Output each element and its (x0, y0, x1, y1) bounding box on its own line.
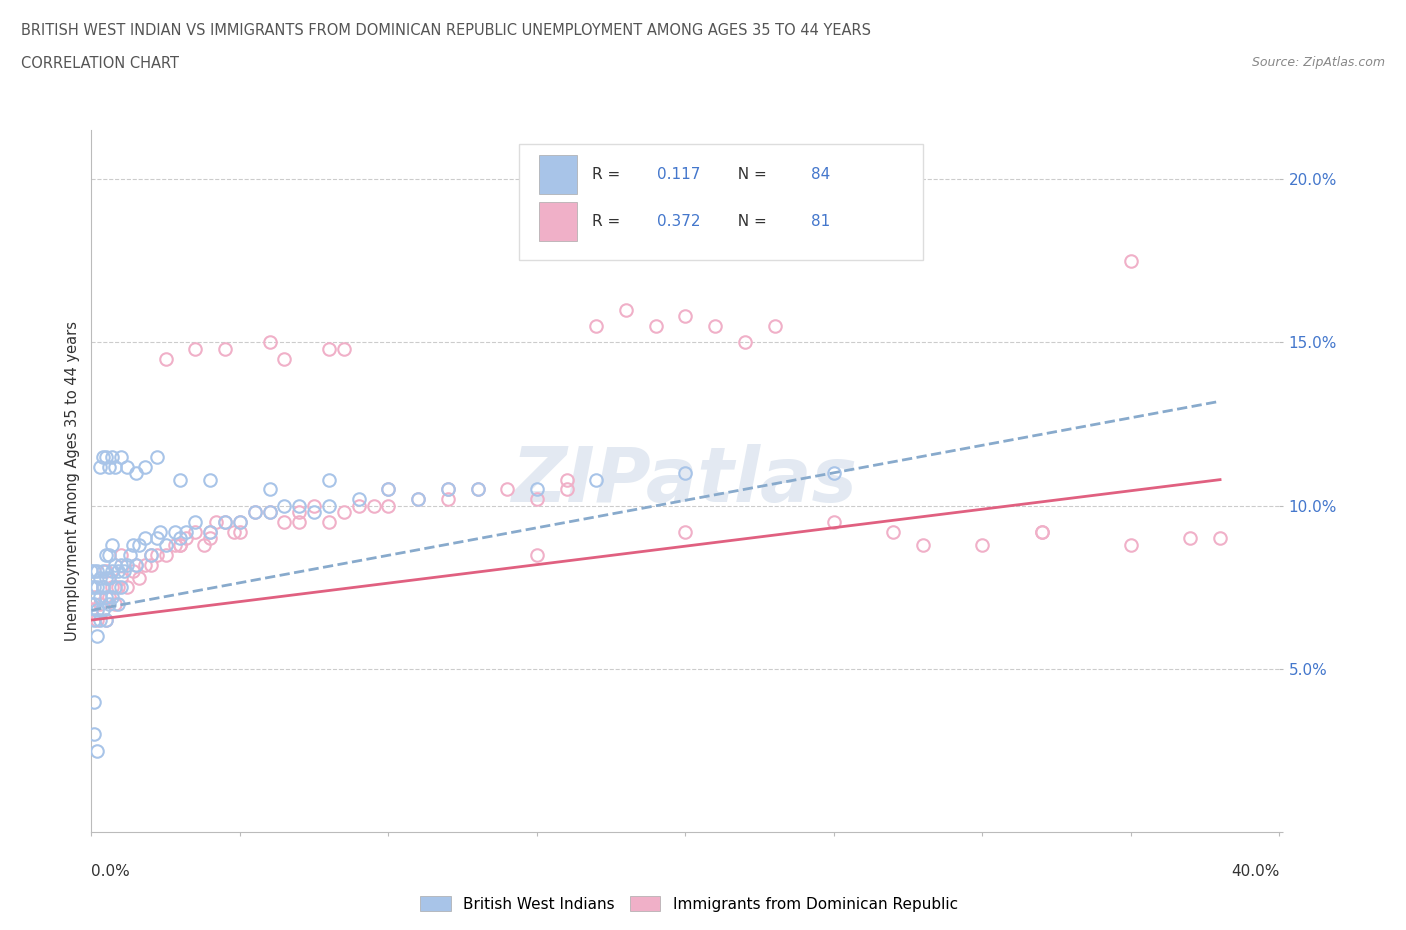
Text: 81: 81 (811, 214, 831, 229)
Bar (540, 202, 578, 241)
Text: ZIPatlas: ZIPatlas (512, 445, 859, 518)
Text: N =: N = (728, 214, 772, 229)
Text: 0.0%: 0.0% (91, 864, 131, 879)
Text: 84: 84 (811, 167, 831, 182)
Text: 40.0%: 40.0% (1232, 864, 1279, 879)
Text: 0.117: 0.117 (657, 167, 700, 182)
Text: R =: R = (592, 167, 624, 182)
Text: 0.372: 0.372 (657, 214, 700, 229)
Text: CORRELATION CHART: CORRELATION CHART (21, 56, 179, 71)
Text: Source: ZipAtlas.com: Source: ZipAtlas.com (1251, 56, 1385, 69)
Text: N =: N = (728, 167, 772, 182)
Text: R =: R = (592, 214, 624, 229)
Text: BRITISH WEST INDIAN VS IMMIGRANTS FROM DOMINICAN REPUBLIC UNEMPLOYMENT AMONG AGE: BRITISH WEST INDIAN VS IMMIGRANTS FROM D… (21, 23, 872, 38)
Bar (540, 155, 578, 193)
Y-axis label: Unemployment Among Ages 35 to 44 years: Unemployment Among Ages 35 to 44 years (65, 321, 80, 642)
Legend: British West Indians, Immigrants from Dominican Republic: British West Indians, Immigrants from Do… (413, 890, 965, 918)
FancyBboxPatch shape (519, 144, 922, 260)
